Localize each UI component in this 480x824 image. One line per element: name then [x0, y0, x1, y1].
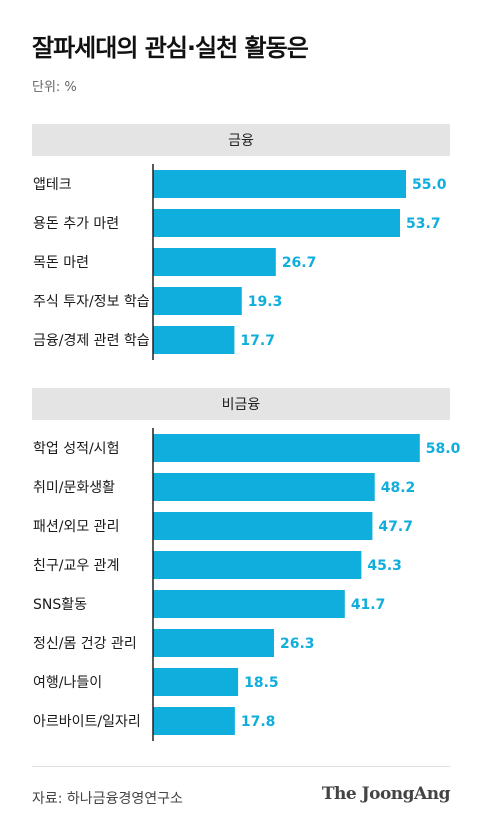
section-header-nonfinance: 비금융: [32, 388, 450, 420]
category-label: 취미/문화생활: [33, 480, 115, 496]
value-label: 47.7: [378, 519, 413, 535]
bar: [153, 248, 276, 276]
chart-title: 잘파세대의 관심·실천 활동은: [32, 34, 309, 62]
value-label: 26.3: [280, 636, 315, 652]
value-label: 48.2: [381, 480, 416, 496]
bar: [153, 434, 420, 462]
bar: [153, 551, 362, 579]
category-label: 패션/외모 관리: [33, 519, 119, 535]
category-label: 금융/경제 관련 학습: [33, 333, 150, 349]
bar: [153, 668, 239, 696]
category-label: 정신/몸 건강 관리: [33, 636, 137, 652]
bar: [153, 629, 274, 657]
category-label: 목돈 마련: [33, 255, 89, 271]
bar: [153, 473, 375, 501]
value-label: 17.7: [240, 333, 275, 349]
bar: [153, 209, 401, 237]
value-label: 17.8: [241, 714, 276, 730]
bar: [153, 512, 373, 540]
bar: [153, 590, 345, 618]
section-header-finance: 금융: [32, 124, 450, 156]
category-label: SNS활동: [33, 597, 87, 613]
value-label: 19.3: [248, 294, 283, 310]
value-label: 45.3: [367, 558, 402, 574]
bar: [153, 326, 235, 354]
value-label: 55.0: [412, 177, 447, 193]
value-label: 58.0: [426, 441, 461, 457]
value-label: 53.7: [406, 216, 441, 232]
category-label: 여행/나들이: [33, 675, 102, 691]
category-label: 아르바이트/일자리: [33, 714, 141, 730]
value-label: 26.7: [282, 255, 317, 271]
category-label: 주식 투자/정보 학습: [33, 294, 150, 310]
bar: [153, 707, 235, 735]
category-label: 학업 성적/시험: [33, 441, 119, 457]
category-label: 앱테크: [33, 177, 72, 193]
bar: [153, 170, 406, 198]
value-label: 18.5: [244, 675, 279, 691]
category-label: 용돈 추가 마련: [33, 216, 119, 232]
footer-divider: [32, 766, 450, 767]
bar: [153, 287, 242, 315]
category-label: 친구/교우 관계: [33, 558, 119, 574]
unit-label: 단위: %: [32, 80, 77, 95]
brand-logo: The JoongAng: [321, 784, 451, 804]
source-note: 자료: 하나금융경영연구소: [32, 791, 183, 807]
value-label: 41.7: [351, 597, 386, 613]
